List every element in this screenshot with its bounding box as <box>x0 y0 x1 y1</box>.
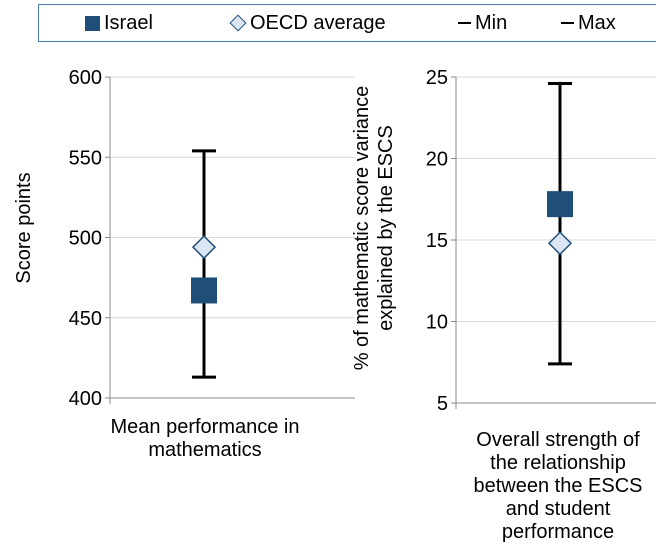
legend-item-min: Min <box>458 5 507 41</box>
y-tick-label-20: 20 <box>426 149 448 171</box>
min-dash-icon <box>458 22 471 24</box>
legend-item-oecd-average: OECD average <box>229 5 386 41</box>
y-tick-label-25: 25 <box>426 67 448 89</box>
y-tick-label-550: 550 <box>69 147 102 169</box>
y-tick-label-15: 15 <box>426 230 448 252</box>
y-tick-label-600: 600 <box>69 67 102 89</box>
israel-point <box>191 277 217 304</box>
oecd-average-point <box>191 235 217 260</box>
israel-point <box>547 191 573 218</box>
y-tick-label-10: 10 <box>426 312 448 334</box>
y-axis-label: % of mathematic score variance explained … <box>351 86 397 371</box>
chart-legend: Israel OECD average Min Max <box>38 4 656 42</box>
legend-item-max: Max <box>561 5 616 41</box>
legend-label-max: Max <box>578 11 616 34</box>
legend-label-israel: Israel <box>104 11 153 34</box>
israel-square-icon <box>85 15 100 31</box>
y-tick-label-450: 450 <box>69 308 102 330</box>
oecd-average-point <box>547 231 573 256</box>
legend-label-oecd-average: OECD average <box>250 11 386 34</box>
y-tick-label-400: 400 <box>69 388 102 410</box>
legend-item-israel: Israel <box>85 5 153 41</box>
x-category-label-right: Overall strength of the relationship bet… <box>473 429 643 543</box>
y-axis-label: Score points <box>13 172 35 283</box>
y-tick-label-500: 500 <box>69 228 102 250</box>
y-tick-label-5: 5 <box>437 393 448 415</box>
max-dash-icon <box>561 22 574 24</box>
x-category-label-left: Mean performance in mathematics <box>110 416 300 461</box>
legend-label-min: Min <box>475 11 508 34</box>
